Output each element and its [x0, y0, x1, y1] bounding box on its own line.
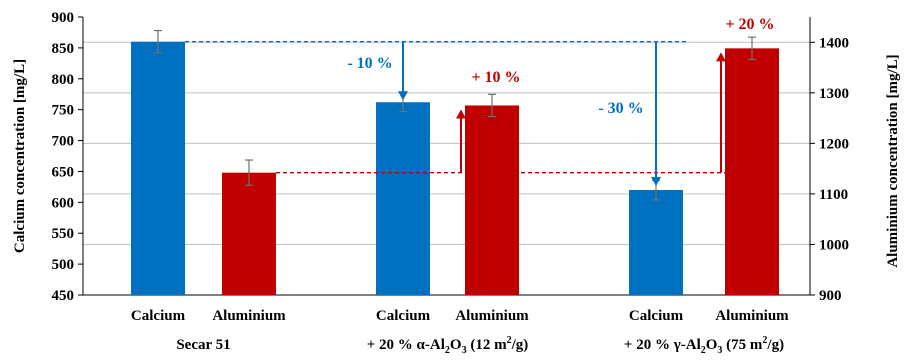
group-label-part: + 20 % α-Al: [367, 337, 445, 353]
right-axis-title: Aluminium concentration [mg/L]: [885, 54, 901, 267]
bar-aluminium: [222, 172, 276, 295]
group-label-part: (12 m: [467, 337, 507, 353]
annotation-label: - 30 %: [598, 100, 643, 117]
group-label: + 20 % α-Al2O3 (12 m2/g): [367, 335, 529, 356]
group-label: Secar 51: [176, 337, 230, 353]
left-tick-label: 700: [52, 134, 75, 150]
group-label-part: 2: [762, 335, 767, 346]
left-tick-label: 900: [52, 10, 75, 26]
group-label-part: 2: [445, 345, 450, 356]
category-label: Aluminium: [715, 308, 789, 324]
group-label-part: (75 m: [722, 337, 762, 353]
right-tick-label: 1100: [819, 187, 848, 203]
calcium-decrease-arrow-head: [651, 176, 661, 186]
right-tick-label: 1200: [819, 136, 849, 152]
annotation-label: - 10 %: [347, 55, 392, 72]
left-tick-label: 750: [52, 103, 75, 119]
calcium-decrease-arrow-head: [398, 91, 408, 101]
group-label-part: /g): [511, 337, 529, 353]
right-tick-label: 1300: [819, 86, 849, 102]
left-tick-label: 600: [52, 195, 75, 211]
annotation-label: + 20 %: [725, 16, 774, 33]
group-label-part: Secar 51: [176, 337, 230, 353]
group-label-part: + 20 % γ-Al: [624, 337, 701, 353]
category-label: Aluminium: [212, 308, 286, 324]
annotation-label: + 10 %: [471, 69, 520, 86]
group-label-part: 3: [462, 345, 467, 356]
left-tick-label: 500: [52, 257, 75, 273]
group-label: + 20 % γ-Al2O3 (75 m2/g): [624, 335, 784, 356]
aluminium-increase-arrow-head: [716, 52, 726, 62]
right-tick-label: 1000: [819, 237, 849, 253]
bar-calcium: [131, 41, 185, 295]
left-tick-label: 800: [52, 72, 75, 88]
left-axis-title: Calcium concentration [mg/L]: [12, 59, 28, 253]
left-tick-label: 850: [52, 41, 75, 57]
category-label: Calcium: [131, 308, 186, 324]
bar-calcium: [629, 189, 683, 295]
group-label-part: /g): [766, 337, 784, 353]
group-label-part: 2: [507, 335, 512, 346]
bar-calcium: [376, 102, 430, 296]
right-tick-label: 900: [819, 288, 842, 304]
group-label-part: O: [450, 337, 462, 353]
group-label-part: 2: [701, 345, 706, 356]
bar-aluminium: [725, 48, 779, 295]
left-tick-label: 650: [52, 164, 75, 180]
bar-aluminium: [465, 105, 519, 295]
aluminium-increase-arrow-head: [456, 109, 466, 119]
category-label: Calcium: [376, 308, 431, 324]
category-label: Calcium: [629, 308, 684, 324]
right-tick-label: 1400: [819, 35, 849, 51]
group-label-part: O: [706, 337, 718, 353]
left-tick-label: 550: [52, 226, 75, 242]
left-tick-label: 450: [52, 288, 75, 304]
group-label-part: 3: [717, 345, 722, 356]
category-label: Aluminium: [455, 308, 529, 324]
